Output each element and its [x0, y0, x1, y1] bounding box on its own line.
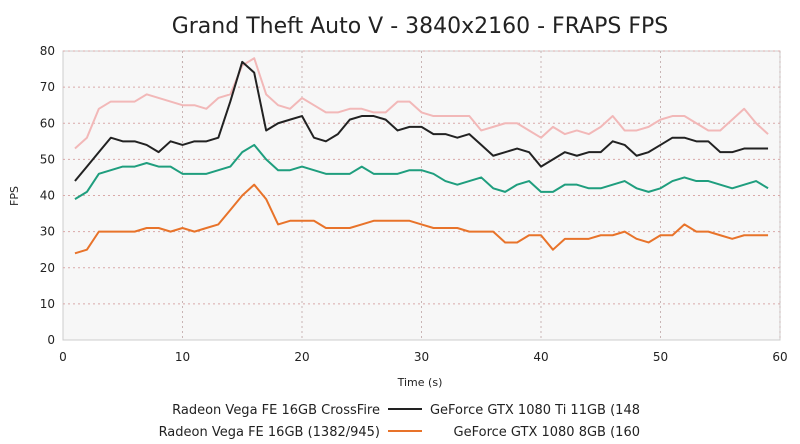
x-tick-label: 50 — [653, 350, 668, 364]
y-tick-label: 60 — [40, 116, 55, 130]
y-tick-label: 80 — [40, 44, 55, 58]
x-axis-label: Time (s) — [397, 376, 443, 389]
y-axis-label: FPS — [8, 186, 21, 206]
legend-label: Radeon Vega FE 16GB (1382/945) — [159, 425, 380, 440]
y-tick-label: 50 — [40, 152, 55, 166]
legend-label: GeForce GTX 1080 8GB (160 — [454, 425, 640, 440]
y-tick-label: 70 — [40, 80, 55, 94]
chart-title: Grand Theft Auto V - 3840x2160 - FRAPS F… — [172, 14, 669, 39]
y-tick-label: 10 — [40, 297, 55, 311]
series-line — [74, 143, 769, 200]
x-tick-label: 40 — [533, 350, 548, 364]
x-tick-label: 0 — [59, 350, 67, 364]
x-tick-label: 10 — [175, 350, 190, 364]
series-line — [74, 57, 769, 150]
x-tick-label: 30 — [414, 350, 429, 364]
series-line — [74, 183, 769, 255]
y-tick-label: 0 — [47, 333, 55, 347]
legend-label: Radeon Vega FE 16GB CrossFire — [172, 403, 380, 418]
x-tick-label: 60 — [772, 350, 787, 364]
legend-label: GeForce GTX 1080 Ti 11GB (148 — [430, 403, 640, 418]
y-tick-label: 20 — [40, 261, 55, 275]
y-tick-label: 30 — [40, 225, 55, 239]
series-line — [74, 60, 769, 182]
x-tick-label: 20 — [294, 350, 309, 364]
y-tick-label: 40 — [40, 189, 55, 203]
